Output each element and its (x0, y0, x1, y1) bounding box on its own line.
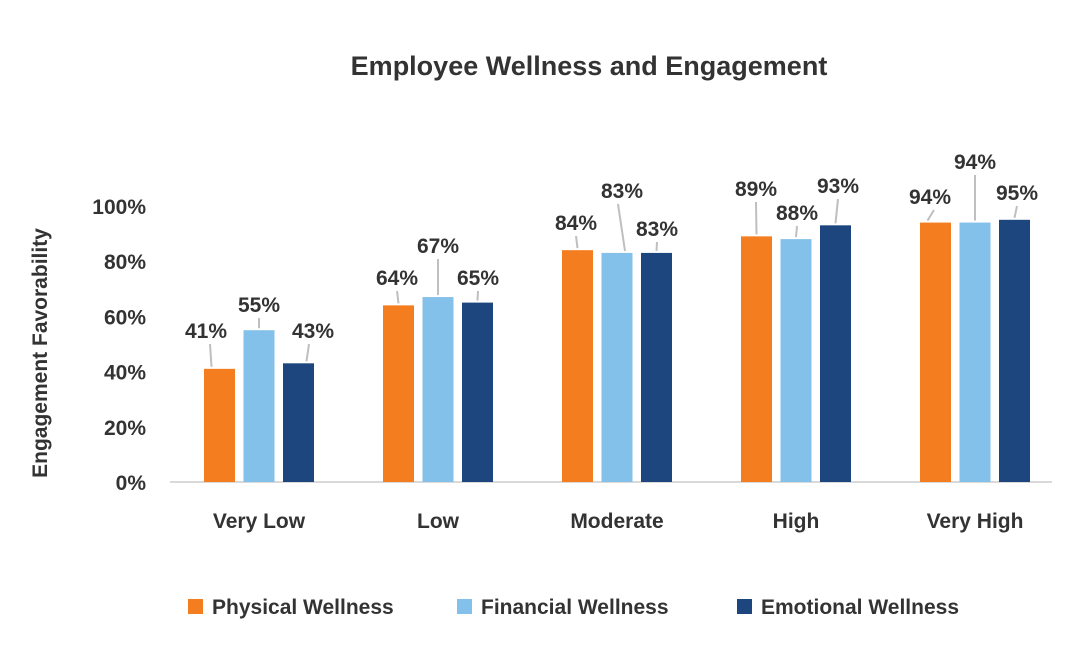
leader-line (209, 343, 213, 367)
y-axis-label: Engagement Favorability (29, 228, 52, 478)
legend-item: Emotional Wellness (737, 596, 959, 619)
bar (422, 297, 454, 482)
data-label: 94% (954, 151, 996, 174)
bar (820, 225, 851, 482)
legend-item: Financial Wellness (457, 596, 669, 619)
leader-line (1013, 205, 1018, 219)
leader-line (575, 235, 579, 249)
leader-line (396, 290, 400, 304)
bar (462, 302, 493, 482)
bar (780, 239, 812, 482)
x-tick-label: High (773, 510, 820, 533)
leader-line (834, 198, 839, 224)
x-tick-label: Moderate (570, 510, 663, 533)
bar (243, 330, 275, 482)
legend-swatch (188, 599, 203, 614)
y-tick-label: 40% (104, 362, 146, 385)
x-tick-label: Very Low (213, 510, 306, 533)
y-tick-label: 100% (92, 196, 146, 219)
bar (601, 252, 633, 482)
leader-line (755, 201, 758, 235)
data-label: 43% (292, 320, 334, 343)
legend-label: Physical Wellness (212, 596, 394, 619)
data-label: 88% (776, 202, 818, 225)
legend-item: Physical Wellness (188, 596, 394, 619)
bar (562, 250, 593, 482)
legend-label: Financial Wellness (481, 596, 669, 619)
leader-line (617, 203, 626, 252)
leader-line (795, 225, 798, 238)
data-label: 83% (636, 218, 678, 241)
chart-title: Employee Wellness and Engagement (351, 51, 828, 81)
leader-line (305, 343, 310, 362)
data-label: 83% (601, 180, 643, 203)
data-label: 65% (457, 267, 499, 290)
data-label: 55% (238, 294, 280, 317)
bar (741, 236, 772, 482)
data-label: 95% (996, 182, 1038, 205)
bar (641, 252, 672, 482)
y-tick-label: 80% (104, 251, 146, 274)
legend-swatch (457, 599, 472, 614)
x-tick-label: Low (417, 510, 460, 533)
data-label: 84% (555, 212, 597, 235)
y-tick-label: 0% (116, 472, 147, 495)
y-tick-label: 60% (104, 306, 146, 329)
leader-line (476, 290, 479, 301)
bar (999, 219, 1030, 483)
leader-line (655, 241, 658, 251)
x-tick-label: Very High (927, 510, 1024, 533)
data-label: 41% (185, 320, 227, 343)
bar (920, 222, 951, 482)
bar (383, 305, 414, 482)
data-label: 93% (817, 175, 859, 198)
bar (283, 363, 314, 482)
data-label: 89% (735, 178, 777, 201)
bar (959, 222, 991, 482)
legend-swatch (737, 599, 752, 614)
legend-label: Emotional Wellness (761, 596, 959, 619)
y-tick-label: 20% (104, 417, 146, 440)
bar (204, 368, 235, 482)
data-label: 64% (376, 267, 418, 290)
data-label: 67% (417, 235, 459, 258)
data-label: 94% (909, 186, 951, 209)
leader-line (926, 209, 935, 222)
